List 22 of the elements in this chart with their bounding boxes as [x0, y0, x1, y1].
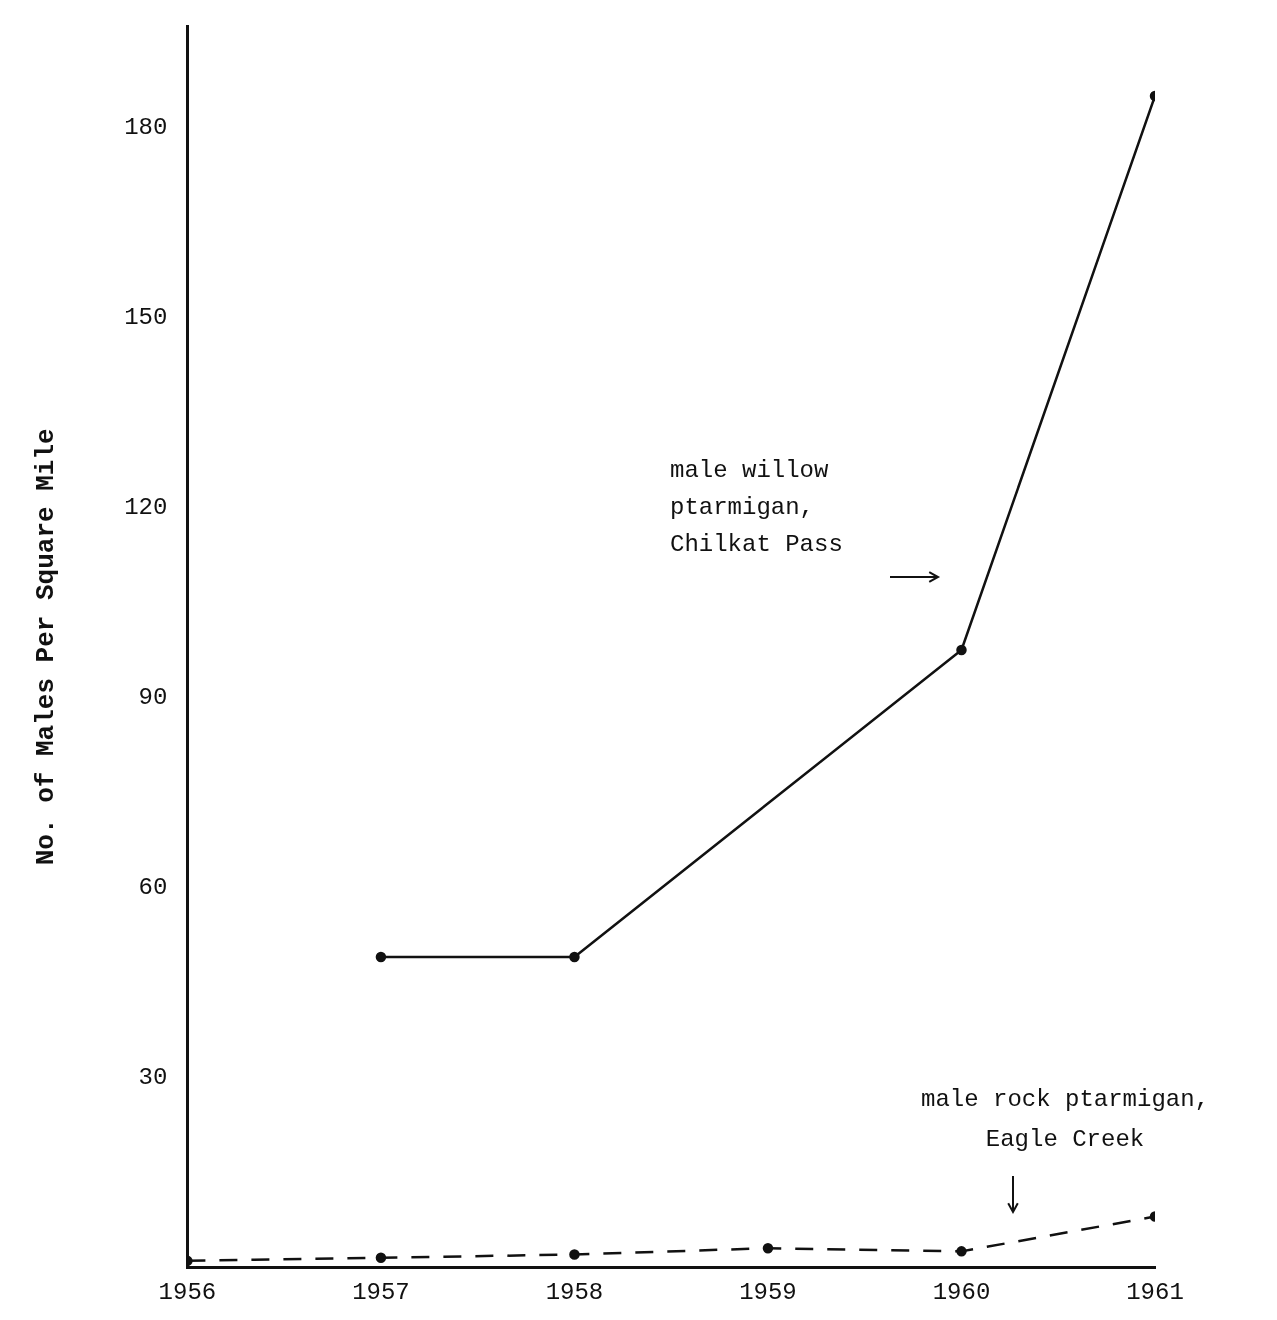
point — [569, 951, 580, 963]
point — [569, 1249, 580, 1260]
y-tick-label: 90 — [138, 683, 168, 711]
x-tick-label: 1958 — [545, 1278, 604, 1306]
y-axis-title: No. of Males Per Square Mile — [31, 428, 62, 866]
x-tick-label: 1956 — [158, 1278, 217, 1306]
y-tick-label: 150 — [124, 303, 168, 331]
x-tick-label: 1959 — [739, 1278, 797, 1306]
point — [956, 644, 967, 656]
annotation: male willow ptarmigan, Chilkat Pass — [670, 457, 843, 558]
y-tick-label: 30 — [138, 1063, 168, 1091]
y-tick-label: 120 — [124, 493, 168, 521]
y-tick-label: 60 — [138, 873, 168, 901]
y-tick-label: 180 — [124, 114, 168, 142]
x-tick-label: 1961 — [1126, 1278, 1184, 1306]
x-tick-label: 1960 — [932, 1278, 991, 1306]
point — [762, 1242, 774, 1254]
x-tick-label: 1957 — [352, 1278, 410, 1306]
point — [375, 951, 387, 963]
point — [375, 1252, 387, 1263]
annotation: male rock ptarmigan, Eagle Creek — [920, 1086, 1210, 1153]
point — [956, 1246, 967, 1257]
